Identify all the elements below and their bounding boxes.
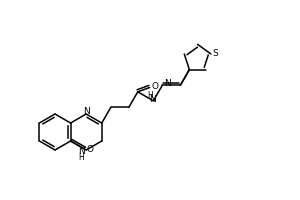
Text: N: N xyxy=(149,95,156,104)
Text: H: H xyxy=(148,91,153,100)
Text: N: N xyxy=(164,79,171,88)
Text: N: N xyxy=(83,106,90,116)
Text: O: O xyxy=(86,144,93,154)
Text: O: O xyxy=(151,82,158,91)
Text: H: H xyxy=(78,152,84,162)
Text: N: N xyxy=(78,148,85,156)
Text: S: S xyxy=(212,49,218,58)
